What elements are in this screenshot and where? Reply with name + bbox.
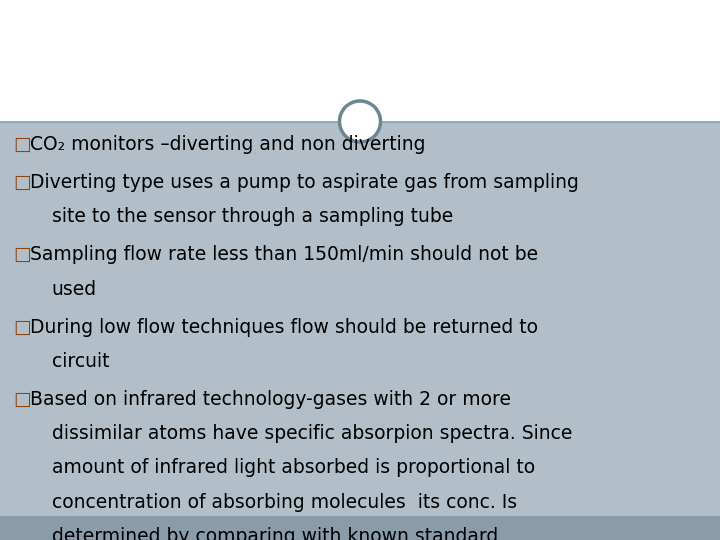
Text: used: used <box>52 280 97 299</box>
Text: site to the sensor through a sampling tube: site to the sensor through a sampling tu… <box>52 207 453 226</box>
Text: Diverting type uses a pump to aspirate gas from sampling: Diverting type uses a pump to aspirate g… <box>30 173 579 192</box>
Text: □: □ <box>13 318 31 337</box>
Text: □: □ <box>13 173 31 192</box>
FancyBboxPatch shape <box>0 122 720 540</box>
Text: amount of infrared light absorbed is proportional to: amount of infrared light absorbed is pro… <box>52 458 535 477</box>
FancyBboxPatch shape <box>0 516 720 540</box>
Text: During low flow techniques flow should be returned to: During low flow techniques flow should b… <box>30 318 539 337</box>
Text: □: □ <box>13 135 31 154</box>
Text: CO₂ monitors –diverting and non diverting: CO₂ monitors –diverting and non divertin… <box>30 135 426 154</box>
Text: concentration of absorbing molecules  its conc. Is: concentration of absorbing molecules its… <box>52 492 517 512</box>
Text: determined by comparing with known standard: determined by comparing with known stand… <box>52 527 498 540</box>
Text: Based on infrared technology-gases with 2 or more: Based on infrared technology-gases with … <box>30 390 511 409</box>
Text: □: □ <box>13 245 31 265</box>
FancyBboxPatch shape <box>0 0 720 122</box>
Text: □: □ <box>13 390 31 409</box>
Text: circuit: circuit <box>52 352 109 371</box>
Text: dissimilar atoms have specific absorpion spectra. Since: dissimilar atoms have specific absorpion… <box>52 424 572 443</box>
Text: Sampling flow rate less than 150ml/min should not be: Sampling flow rate less than 150ml/min s… <box>30 245 539 265</box>
Ellipse shape <box>340 101 380 142</box>
